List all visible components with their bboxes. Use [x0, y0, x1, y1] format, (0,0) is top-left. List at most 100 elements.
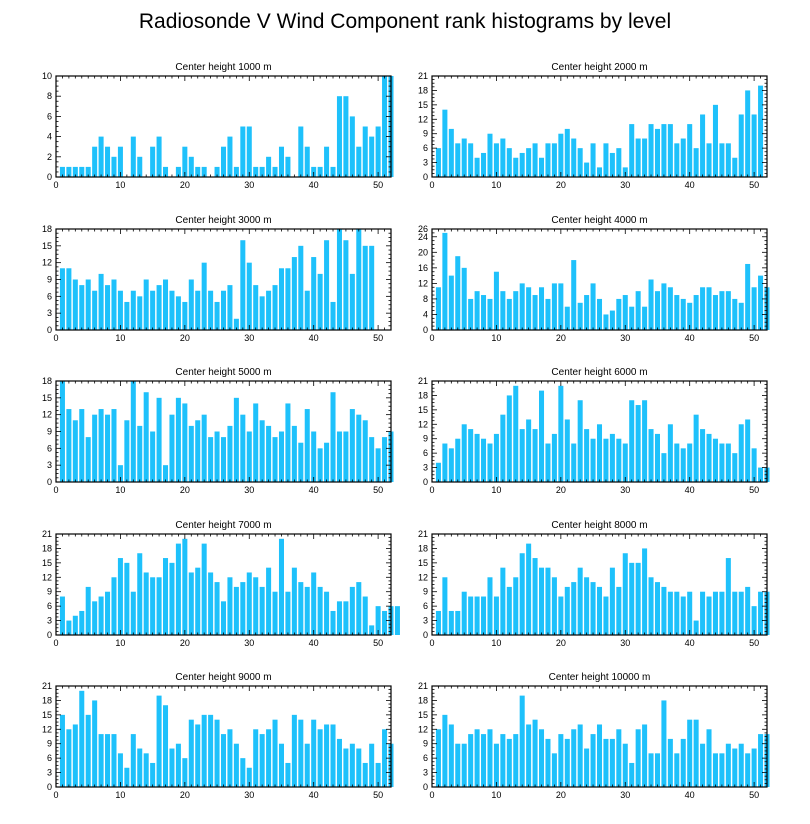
histogram-bar — [616, 729, 622, 787]
y-tick-label: 3 — [423, 158, 428, 168]
x-tick-label: 0 — [429, 485, 434, 495]
histogram-bar — [558, 734, 564, 787]
histogram-bar — [564, 738, 570, 787]
histogram-bar — [725, 443, 731, 482]
histogram-bar — [163, 279, 169, 330]
histogram-bar — [130, 734, 136, 787]
histogram-bar — [343, 748, 349, 787]
histogram-bar — [461, 138, 467, 177]
y-tick-label: 9 — [47, 275, 52, 285]
histogram-bar — [124, 301, 130, 330]
histogram-bar — [324, 442, 330, 482]
histogram-bar — [442, 109, 448, 177]
histogram-bar — [539, 287, 545, 330]
x-tick-label: 0 — [53, 790, 58, 800]
histogram-bar — [758, 734, 764, 787]
y-tick-label: 15 — [418, 405, 428, 415]
y-tick-label: 15 — [418, 558, 428, 568]
histogram-bar — [474, 157, 480, 177]
histogram-bar — [571, 443, 577, 482]
histogram-bar — [356, 414, 362, 482]
histogram-bar — [233, 397, 239, 482]
histogram-bar — [330, 392, 336, 482]
histogram-bar — [596, 167, 603, 177]
y-tick-label: 3 — [47, 308, 52, 318]
histogram-bar — [163, 166, 169, 177]
x-tick-label: 40 — [685, 638, 695, 648]
histogram-bar — [571, 260, 577, 330]
y-tick-label: 9 — [423, 434, 428, 444]
histogram-bar — [751, 287, 757, 330]
histogram-bar — [551, 283, 557, 330]
histogram-bar — [609, 152, 615, 177]
panel-title: Center height 2000 m — [551, 62, 647, 73]
histogram-bar — [175, 296, 181, 330]
histogram-bar — [311, 166, 317, 177]
histogram-bar — [336, 738, 342, 787]
y-tick-label: 16 — [418, 263, 428, 273]
histogram-bar — [208, 714, 214, 787]
histogram-bar — [246, 126, 252, 177]
histogram-bar — [448, 448, 454, 482]
histogram-bar — [712, 753, 718, 787]
y-tick-label: 18 — [42, 224, 52, 234]
histogram-bar — [259, 586, 265, 635]
histogram-bar — [188, 425, 194, 482]
histogram-bar — [687, 591, 693, 635]
y-tick-label: 0 — [423, 325, 428, 335]
histogram-bar — [719, 291, 725, 330]
histogram-bar — [648, 279, 654, 330]
histogram-bar — [674, 443, 680, 482]
histogram-bar — [539, 157, 545, 177]
histogram-bar — [124, 767, 130, 787]
y-tick-label: 3 — [47, 460, 52, 470]
histogram-bar — [526, 148, 532, 177]
histogram-bar — [551, 143, 557, 177]
histogram-bar — [661, 283, 667, 330]
histogram-bar — [369, 437, 375, 482]
histogram-bar — [375, 448, 381, 482]
histogram-bar — [622, 743, 628, 787]
histogram-bar — [188, 572, 194, 635]
histogram-bar — [526, 287, 532, 330]
x-tick-label: 30 — [620, 333, 630, 343]
histogram-panel: Center height 9000 m 0 10 20 30 40 50 0 3 6 9 12 15 1… — [42, 672, 394, 800]
histogram-bar — [349, 409, 355, 482]
histogram-bar — [285, 268, 291, 330]
histogram-bar — [435, 462, 441, 482]
x-tick-label: 30 — [244, 180, 254, 190]
histogram-bar — [590, 438, 596, 482]
histogram-bar — [474, 291, 480, 330]
histogram-bar — [349, 586, 355, 635]
histogram-bar — [208, 572, 214, 635]
panel-title: Center height 1000 m — [175, 62, 271, 73]
histogram-bar — [278, 146, 284, 177]
histogram-bar — [285, 156, 291, 177]
histogram-bar — [558, 596, 564, 635]
histogram-bar — [220, 734, 227, 787]
histogram-bar — [253, 577, 259, 635]
panel-title: Center height 6000 m — [551, 367, 647, 378]
x-tick-label: 30 — [620, 638, 630, 648]
y-tick-label: 0 — [423, 477, 428, 487]
histogram-bar — [330, 301, 336, 330]
histogram-bar — [163, 705, 169, 787]
histogram-bar — [356, 146, 362, 177]
histogram-bar — [98, 734, 104, 787]
histogram-bar — [72, 615, 78, 635]
histogram-bar — [220, 437, 227, 482]
histogram-bar — [240, 414, 246, 482]
histogram-bar — [182, 758, 188, 787]
histogram-bar — [513, 734, 519, 787]
histogram-bar — [201, 166, 207, 177]
y-tick-label: 12 — [42, 410, 52, 420]
histogram-bar — [564, 128, 570, 177]
histogram-bar — [214, 166, 220, 177]
histogram-bar — [163, 465, 169, 482]
histogram-bar — [532, 558, 538, 635]
histogram-bar — [571, 729, 577, 787]
x-tick-label: 40 — [309, 485, 319, 495]
histogram-bar — [111, 156, 117, 177]
y-tick-label: 6 — [423, 143, 428, 153]
histogram-bar — [343, 601, 349, 635]
